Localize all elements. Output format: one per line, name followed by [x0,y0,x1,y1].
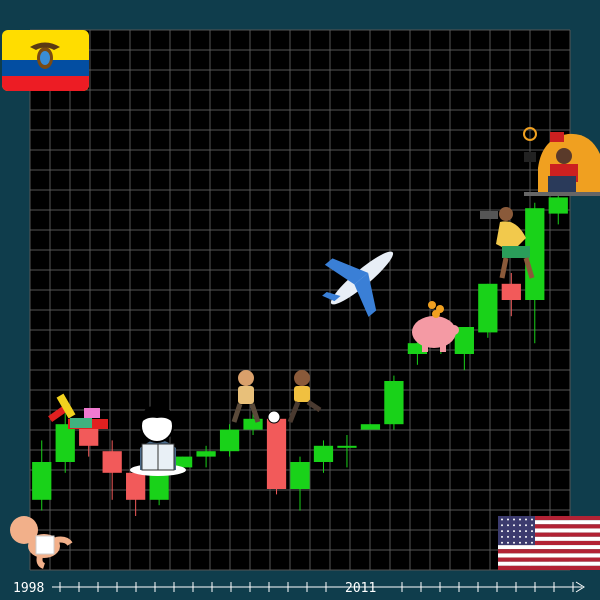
usa-flag-star [501,530,503,533]
usa-flag-star [501,524,503,527]
usa-flag-star [507,535,509,538]
usa-flag-stripe [498,520,600,525]
candle-up [243,418,263,430]
candle-up [407,343,428,354]
candle-up [313,445,334,462]
candle-up [55,424,75,462]
usa-flag [498,516,600,570]
usa-flag-star [525,524,527,527]
candle-up [219,429,240,452]
usa-flag-star [501,518,503,521]
usa-flag-star [507,518,509,521]
usa-flag-stripe [498,524,600,529]
candle-down [126,472,146,500]
usa-flag-stripe [498,545,600,550]
usa-flag-stripe [498,536,600,541]
usa-flag-stripe [498,540,600,546]
usa-flag-star [513,541,515,544]
usa-flag-star [525,518,527,521]
candle-up [337,445,357,448]
usa-flag-star [507,541,509,544]
usa-flag-stripe [498,561,600,566]
usa-flag-canton [498,516,535,546]
usa-flag-star [501,541,503,544]
person-at-laptop-illustration [523,127,600,196]
timeline-mid-label: 2011 [345,581,376,596]
children-playing-soccer-illustration [231,370,322,424]
usa-flag-star [531,524,533,527]
usa-flag-stripe [498,565,600,570]
baby-illustration [10,516,73,569]
usa-flag-stripe [498,557,600,562]
usa-flag-stripe [498,532,600,537]
airplane-illustration [322,251,394,317]
usa-flag-star [525,530,527,533]
usa-flag-star [513,518,515,521]
candle-up [196,451,216,457]
usa-flag-star [519,530,521,533]
usa-flag-star [525,535,527,538]
candle-up [454,327,474,354]
toys-illustration [48,393,108,429]
candle-up [478,283,498,333]
usa-flag-star [525,541,527,544]
candle-up [32,462,52,500]
usa-flag-stripe [498,553,600,558]
usa-flag-star [519,541,521,544]
photographer-illustration [480,207,535,279]
timeline-start-label: 1998 [13,581,44,596]
candle-up [290,462,310,489]
usa-flag-star [519,518,521,521]
candle-up [548,197,568,214]
usa-flag-stripe [498,516,600,521]
candle-up [172,456,193,468]
candle-down [266,418,287,489]
candle-down [501,283,521,300]
usa-flag-stripe [498,549,600,554]
piggy-bank-illustration [412,301,459,352]
usa-flag-star [531,518,533,521]
usa-flag-star [507,530,509,533]
usa-flag-star [531,541,533,544]
candle-down [102,451,122,473]
usa-flag-star [507,524,509,527]
usa-flag-star [501,535,503,538]
candle-down [79,424,99,446]
usa-flag-star [513,524,515,527]
timeline-axis: 1998 2011 [13,581,585,596]
candle-up [149,472,169,500]
candle-up [360,424,381,430]
ecuador-flag [2,30,89,91]
candle-up [384,381,404,425]
candles [32,192,568,516]
usa-flag-star [513,535,515,538]
usa-flag-stripe [498,528,600,533]
usa-flag-star [513,530,515,533]
usa-flag-star [519,535,521,538]
usa-flag-star [531,530,533,533]
child-reading-illustration [130,405,186,476]
usa-flag-star [519,524,521,527]
usa-flag-star [531,535,533,538]
